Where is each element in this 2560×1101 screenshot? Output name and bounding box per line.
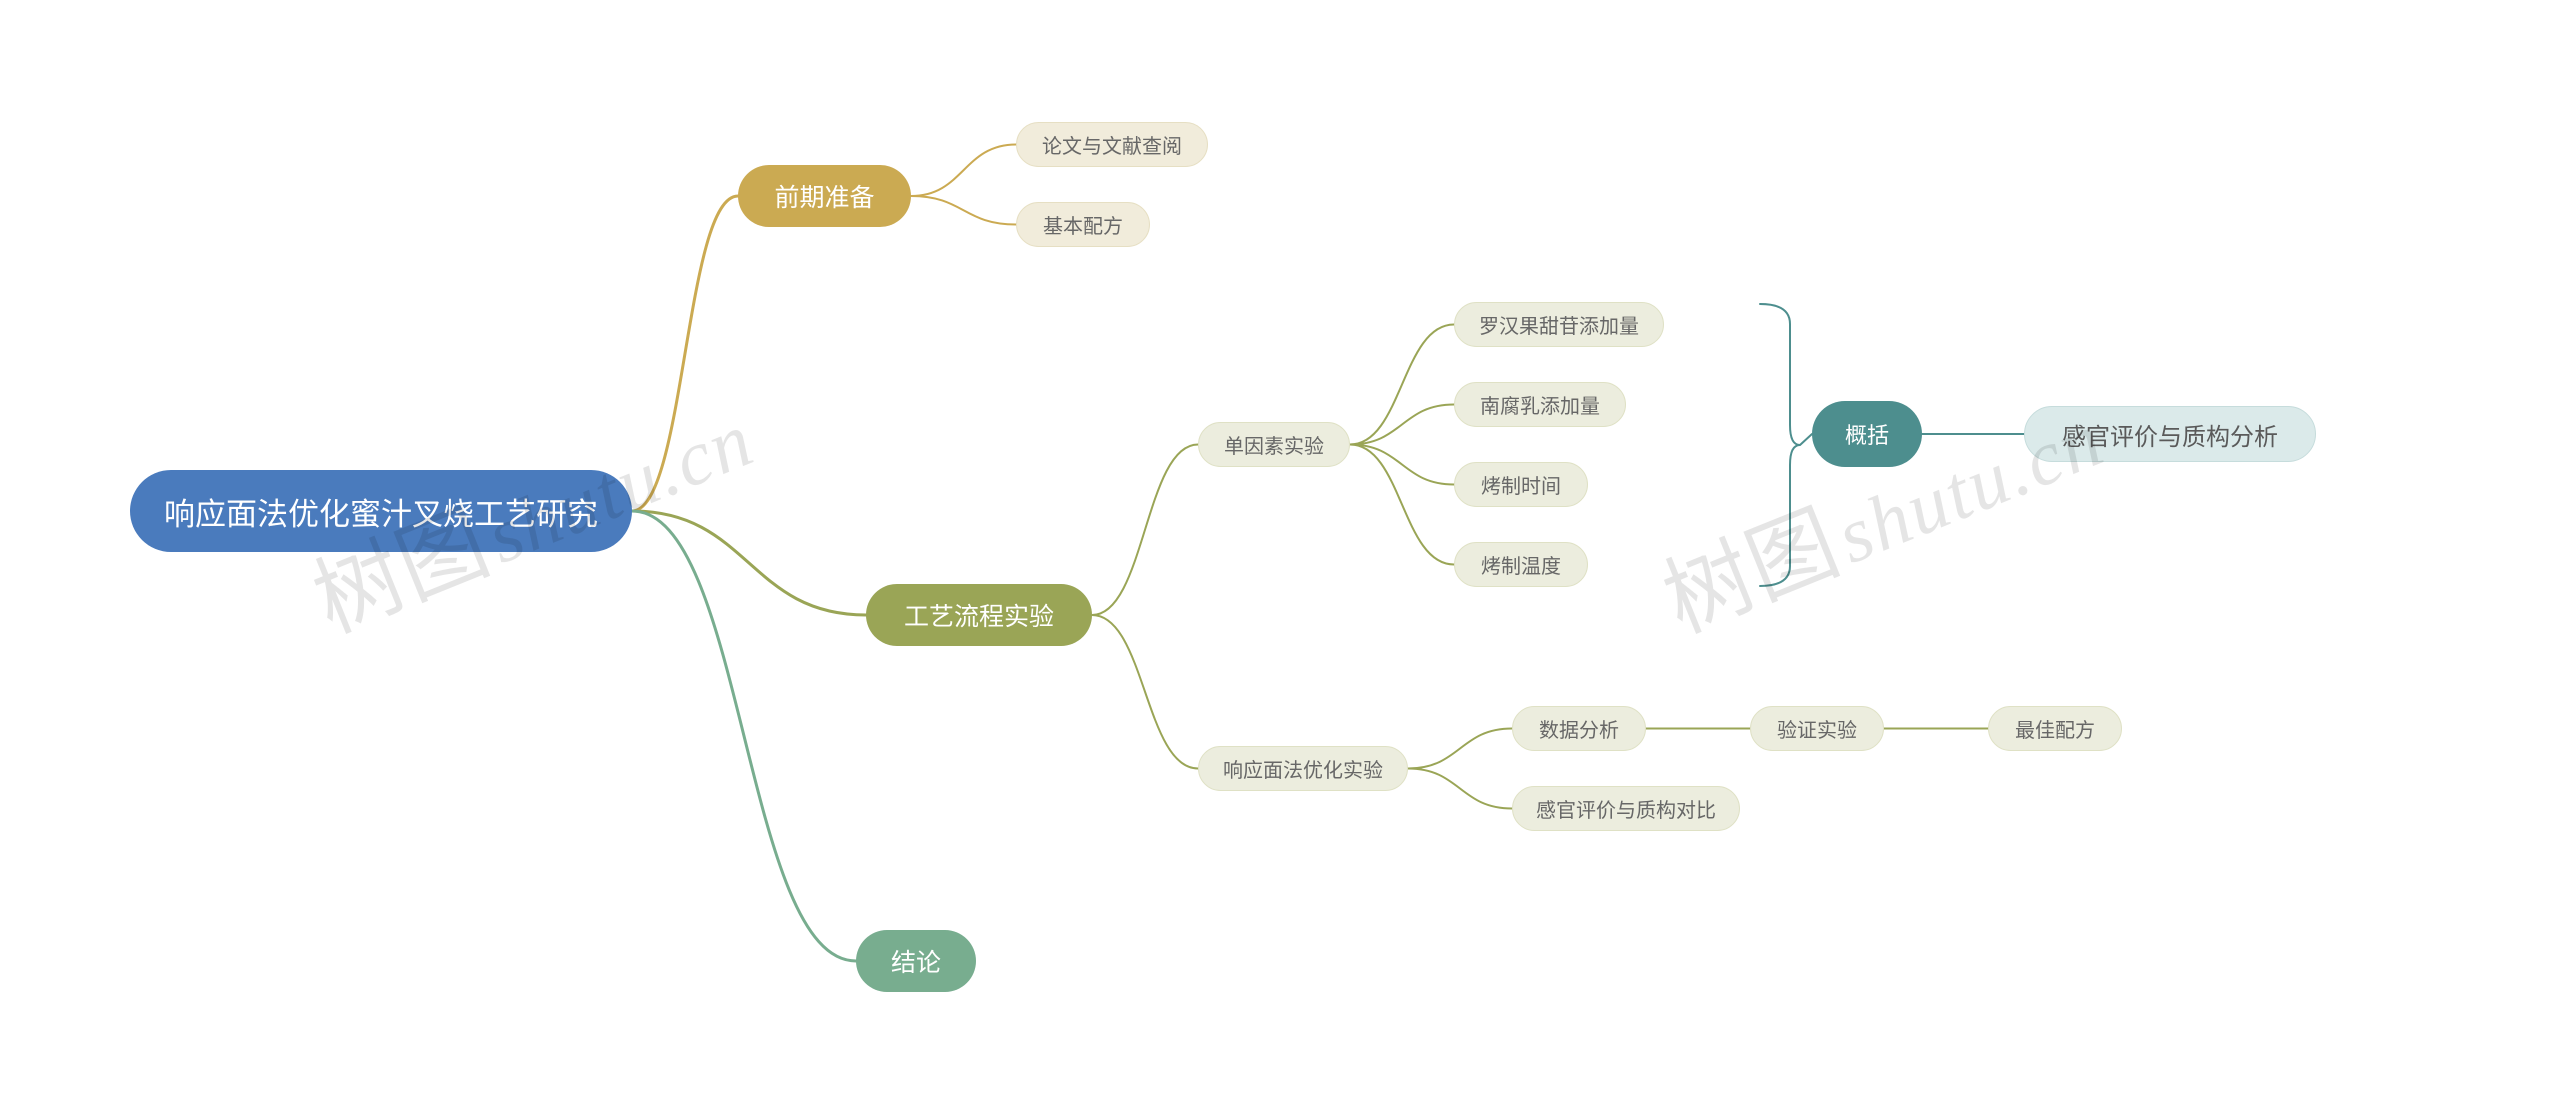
node-label: 感官评价与质构分析 (2062, 417, 2278, 452)
node-label: 单因素实验 (1224, 430, 1324, 459)
node-n_eval[interactable]: 感官评价与质构分析 (2024, 406, 2316, 462)
node-label: 结论 (891, 943, 941, 979)
node-n_f3[interactable]: 烤制时间 (1454, 462, 1588, 507)
node-label: 感官评价与质构对比 (1536, 794, 1716, 823)
node-label: 响应面法优化蜜汁叉烧工艺研究 (164, 489, 598, 534)
node-label: 南腐乳添加量 (1480, 390, 1600, 419)
node-n_lit[interactable]: 论文与文献查阅 (1016, 122, 1208, 167)
node-label: 基本配方 (1043, 210, 1123, 239)
node-n_data[interactable]: 数据分析 (1512, 706, 1646, 751)
node-label: 前期准备 (774, 178, 874, 214)
node-label: 最佳配方 (2015, 714, 2095, 743)
node-n_compare[interactable]: 感官评价与质构对比 (1512, 786, 1740, 831)
node-n_best[interactable]: 最佳配方 (1988, 706, 2122, 751)
node-label: 烤制时间 (1481, 470, 1561, 499)
node-label: 验证实验 (1777, 714, 1857, 743)
node-label: 罗汉果甜苷添加量 (1479, 310, 1639, 339)
node-n_prep[interactable]: 前期准备 (738, 165, 911, 227)
node-label: 工艺流程实验 (904, 597, 1054, 633)
node-n_process[interactable]: 工艺流程实验 (866, 584, 1092, 646)
node-n_rsm[interactable]: 响应面法优化实验 (1198, 746, 1408, 791)
node-label: 烤制温度 (1481, 550, 1561, 579)
node-label: 响应面法优化实验 (1223, 754, 1383, 783)
node-n_verify[interactable]: 验证实验 (1750, 706, 1884, 751)
node-label: 数据分析 (1539, 714, 1619, 743)
node-label: 论文与文献查阅 (1042, 130, 1182, 159)
node-root[interactable]: 响应面法优化蜜汁叉烧工艺研究 (130, 470, 632, 552)
node-n_recipe[interactable]: 基本配方 (1016, 202, 1150, 247)
node-n_f2[interactable]: 南腐乳添加量 (1454, 382, 1626, 427)
watermark-cn: 树图 (1651, 495, 1852, 652)
node-label: 概括 (1845, 418, 1889, 450)
node-n_concl[interactable]: 结论 (856, 930, 976, 992)
node-n_f4[interactable]: 烤制温度 (1454, 542, 1588, 587)
node-n_single[interactable]: 单因素实验 (1198, 422, 1350, 467)
node-n_f1[interactable]: 罗汉果甜苷添加量 (1454, 302, 1664, 347)
node-n_summary[interactable]: 概括 (1812, 401, 1922, 467)
